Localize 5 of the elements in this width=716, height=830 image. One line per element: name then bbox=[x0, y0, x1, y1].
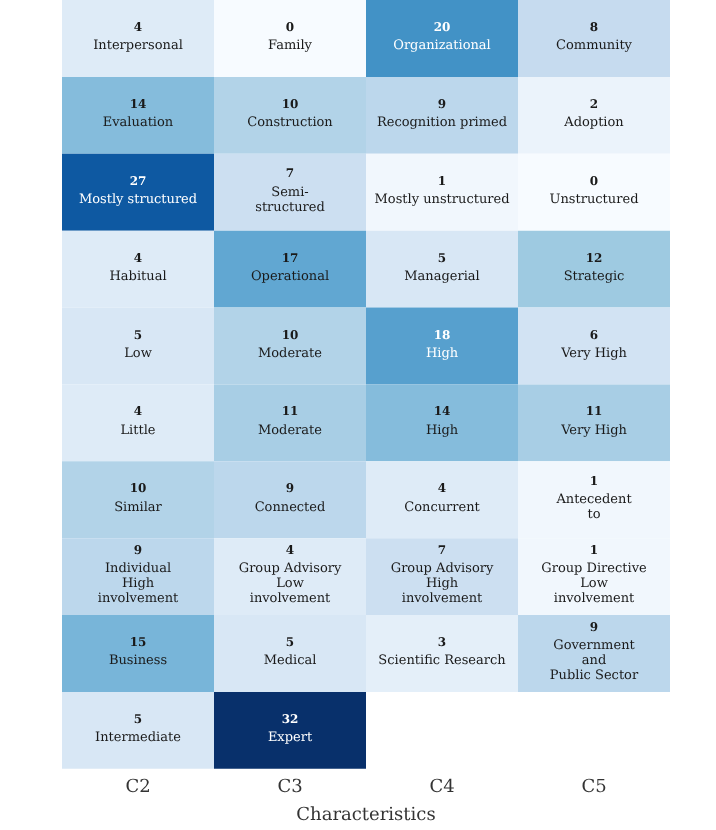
x-tick-label: C4 bbox=[429, 778, 456, 799]
x-tick-label: C3 bbox=[277, 778, 304, 799]
x-axis-title: Characteristics bbox=[296, 805, 437, 826]
x-tick-label: C2 bbox=[125, 778, 151, 799]
x-tick-label: C5 bbox=[581, 778, 608, 799]
